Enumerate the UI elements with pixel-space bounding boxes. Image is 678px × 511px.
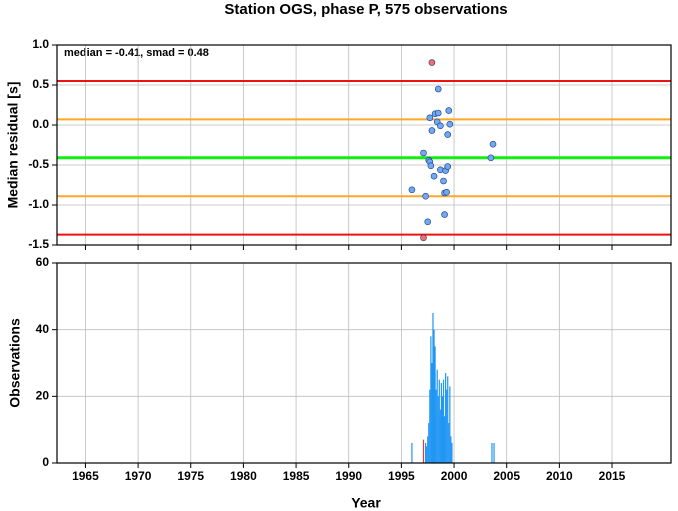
point — [434, 85, 442, 93]
bar — [443, 416, 446, 463]
bar — [437, 396, 439, 463]
x-tick-label: 2010 — [546, 469, 573, 483]
bar — [441, 396, 444, 463]
chart-title: Station OGS, phase P, 575 observations — [224, 1, 507, 18]
bar — [440, 383, 443, 463]
point — [437, 122, 444, 130]
point — [420, 234, 427, 242]
bar — [446, 389, 448, 463]
point — [424, 218, 432, 226]
point — [427, 162, 435, 170]
point — [444, 131, 452, 138]
x-tick-label: 1965 — [72, 469, 99, 483]
plot-frame — [56, 262, 672, 464]
x-tick-label: 2005 — [493, 469, 520, 483]
point — [408, 186, 416, 194]
bar — [493, 443, 495, 463]
bar — [447, 376, 449, 463]
bar — [449, 386, 451, 463]
point — [434, 109, 442, 117]
point — [430, 172, 438, 180]
bar — [448, 423, 450, 463]
bar — [426, 446, 428, 463]
bar — [425, 443, 427, 463]
x-tick-label: 2015 — [599, 469, 626, 483]
bar — [428, 423, 430, 463]
x-tick-label: 1985 — [283, 469, 310, 483]
point — [441, 211, 448, 218]
bar — [422, 439, 425, 463]
bar — [450, 436, 452, 463]
point — [487, 154, 495, 162]
bar — [445, 373, 447, 463]
x-tick-label: 1975 — [177, 469, 204, 483]
y-tick-label: 20 — [36, 389, 50, 403]
y-tick-label: 60 — [36, 255, 50, 269]
x-tick-label: 1995 — [388, 469, 415, 483]
bar — [434, 346, 436, 463]
point — [443, 188, 450, 196]
bar — [411, 443, 413, 463]
y-tick-label: 40 — [36, 322, 50, 336]
bar — [451, 443, 453, 463]
annotation: median = -0.41, smad = 0.48 — [64, 47, 209, 59]
y-tick-label: -1.0 — [28, 197, 49, 211]
point — [446, 120, 454, 128]
y-tick-label: -0.5 — [28, 157, 49, 171]
plot-frame — [56, 44, 672, 246]
point — [444, 163, 452, 170]
bar — [442, 379, 445, 463]
y-tick-label: 0.5 — [32, 77, 49, 91]
point — [422, 192, 429, 200]
point — [489, 140, 497, 148]
bar — [427, 436, 429, 463]
bar — [436, 369, 438, 463]
bar — [491, 443, 493, 463]
point — [420, 149, 427, 157]
y-tick-label: 1.0 — [32, 37, 49, 51]
point — [440, 177, 447, 185]
bar — [429, 389, 431, 463]
y-axis-label: Median residual [s] — [5, 82, 21, 209]
x-tick-label: 1990 — [335, 469, 362, 483]
y-tick-label: 0.0 — [32, 117, 49, 131]
bar — [439, 409, 441, 463]
y-tick-label: -1.5 — [28, 237, 49, 251]
x-tick-label: 1980 — [230, 469, 257, 483]
x-axis-label: Year — [351, 495, 381, 511]
point — [445, 107, 453, 114]
x-tick-label: 2000 — [441, 469, 468, 483]
point — [426, 114, 434, 122]
y-axis-label: Observations — [7, 318, 23, 408]
bar — [438, 379, 440, 463]
point — [428, 59, 436, 66]
y-tick-label: 0 — [42, 455, 49, 469]
bar — [431, 363, 433, 463]
point — [428, 127, 436, 134]
x-tick-label: 1970 — [125, 469, 152, 483]
bar — [435, 389, 437, 463]
bar — [430, 336, 432, 463]
